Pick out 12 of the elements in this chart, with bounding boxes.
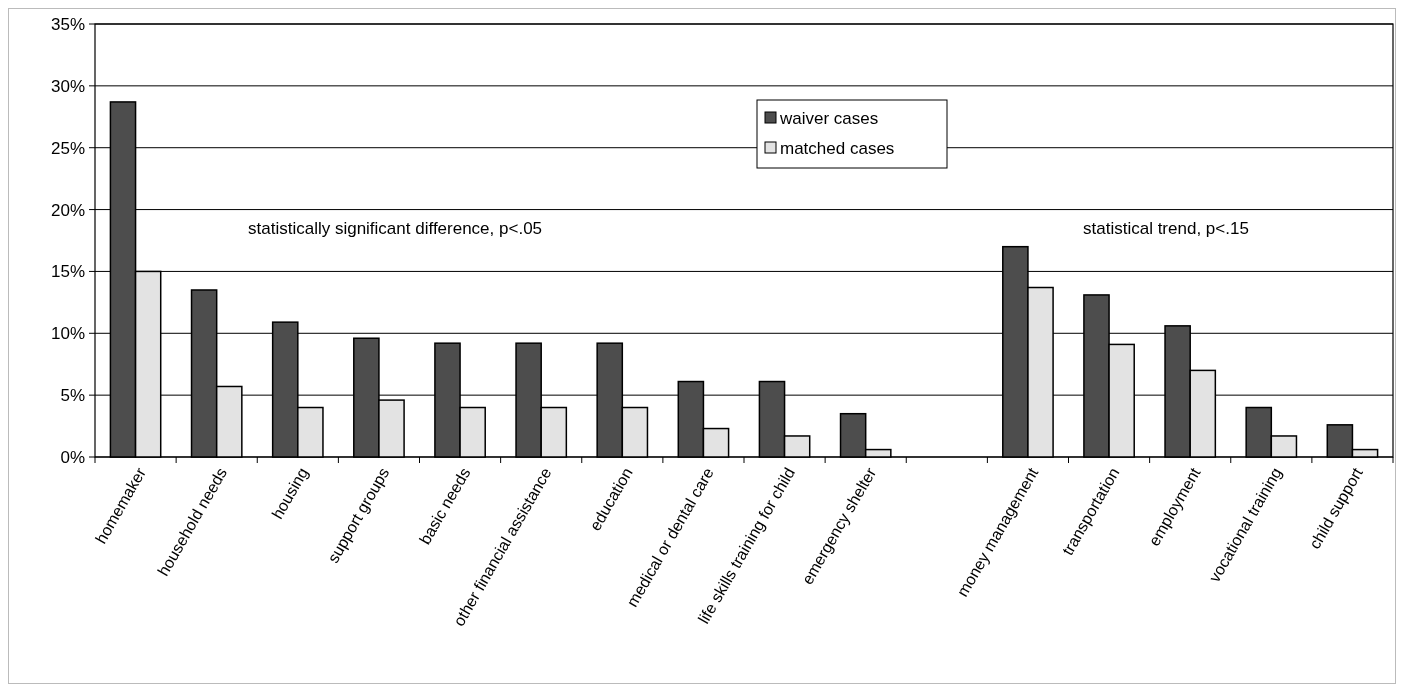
y-tick-label: 30%	[50, 76, 85, 96]
legend-label: waiver cases	[779, 108, 879, 128]
y-tick-label: 10%	[50, 324, 85, 344]
y-tick-label: 35%	[50, 14, 85, 34]
y-tick-label: 15%	[50, 262, 85, 282]
annotation: statistical trend, p<.15	[1083, 219, 1249, 238]
y-tick-label: 5%	[60, 386, 85, 406]
y-tick-label: 20%	[50, 200, 85, 220]
y-tick-label: 0%	[60, 447, 85, 467]
y-tick-label: 25%	[50, 138, 85, 158]
annotation: statistically significant difference, p<.05	[248, 219, 543, 238]
legend-label: matched cases	[780, 138, 895, 158]
